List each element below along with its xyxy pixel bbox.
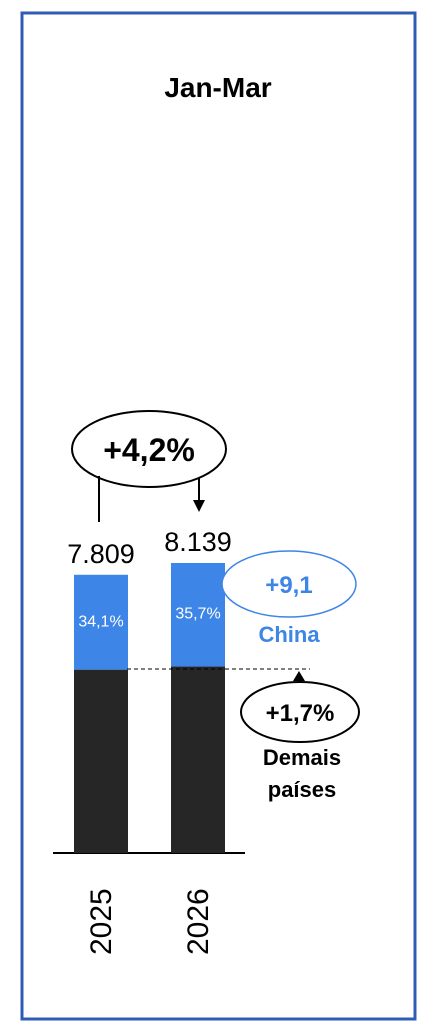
x-tick-label-2026: 2026 [182, 888, 215, 955]
total-growth-label: +4,2% [103, 432, 195, 468]
china-growth-label: +9,1 [265, 572, 312, 599]
bar-china-2026 [171, 563, 225, 667]
total-growth-bubble [71, 410, 227, 488]
others-growth-label: +1,7% [266, 700, 335, 727]
total-growth-arrow-head [193, 500, 205, 512]
others-series-label-line2: países [268, 777, 337, 802]
bar-china-2025 [74, 574, 128, 670]
china-share-label-2026: 35,7% [175, 606, 220, 623]
total-label-2026: 8.139 [164, 527, 232, 557]
others-growth-bubble [240, 681, 360, 743]
chart-title: Jan-Mar [164, 72, 271, 103]
china-share-label-2025: 34,1% [78, 613, 123, 630]
china-growth-bubble [221, 550, 357, 618]
others-growth-arrow-head [293, 671, 305, 681]
total-label-2025: 7.809 [67, 539, 135, 569]
bar-demais-2026 [171, 666, 225, 853]
china-series-label: China [258, 622, 320, 647]
bar-demais-2025 [74, 669, 128, 853]
x-tick-label-2025: 2025 [85, 888, 118, 955]
outer-frame [20, 11, 417, 1021]
others-series-label-line1: Demais [263, 745, 341, 770]
